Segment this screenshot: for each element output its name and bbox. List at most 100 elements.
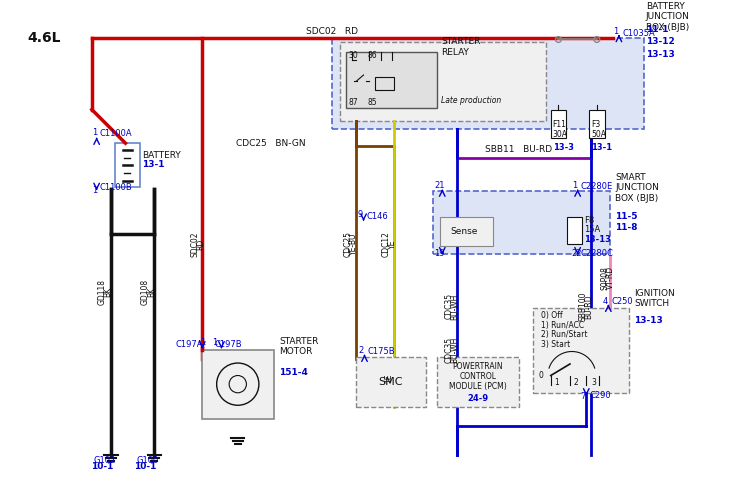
Text: G102: G102 — [94, 456, 116, 465]
Bar — [533, 308, 630, 393]
Text: 10-1: 10-1 — [91, 462, 113, 470]
Text: 10-1: 10-1 — [134, 462, 157, 470]
Text: 1: 1 — [555, 378, 559, 387]
Text: STARTER
MOTOR: STARTER MOTOR — [279, 337, 319, 356]
Bar — [332, 38, 644, 129]
Text: 0) Off: 0) Off — [541, 311, 562, 320]
Text: C250: C250 — [611, 298, 633, 306]
Text: 13-3: 13-3 — [553, 143, 574, 152]
Bar — [433, 191, 610, 254]
Text: 2: 2 — [358, 347, 364, 355]
Text: G100: G100 — [137, 456, 159, 465]
Text: GD108: GD108 — [141, 279, 150, 305]
Text: CDC25   BN-GN: CDC25 BN-GN — [236, 139, 306, 148]
Text: Sense: Sense — [450, 227, 477, 236]
Text: CDC25: CDC25 — [343, 231, 352, 257]
Text: 2: 2 — [574, 378, 578, 387]
Bar — [203, 349, 274, 419]
Text: 30: 30 — [348, 51, 358, 60]
Bar — [567, 217, 582, 244]
Text: SBB11   BU-RD: SBB11 BU-RD — [486, 145, 553, 154]
Text: 3: 3 — [591, 378, 596, 387]
Text: GD118: GD118 — [98, 279, 107, 305]
Text: CDC35: CDC35 — [444, 336, 453, 363]
Text: CDC35: CDC35 — [444, 293, 453, 319]
Text: Late production: Late production — [441, 96, 501, 105]
Text: 13-13: 13-13 — [584, 235, 611, 244]
Text: VT-RD: VT-RD — [605, 266, 614, 289]
Text: C1035A: C1035A — [623, 29, 656, 38]
Text: C1100B: C1100B — [99, 183, 133, 192]
Text: BATTERY: BATTERY — [142, 151, 181, 160]
Text: 0: 0 — [538, 371, 543, 380]
Text: 3) Start: 3) Start — [541, 340, 571, 348]
Text: F3
50A: F3 50A — [591, 120, 606, 139]
Text: 7: 7 — [581, 392, 586, 401]
Text: 1) Run/ACC: 1) Run/ACC — [541, 320, 584, 330]
Text: 1: 1 — [613, 27, 618, 36]
Text: 1: 1 — [92, 128, 97, 137]
Text: SMC: SMC — [378, 377, 403, 387]
Text: BU-WH: BU-WH — [450, 336, 459, 363]
Text: SDC02   RD: SDC02 RD — [306, 27, 358, 36]
Text: 1: 1 — [572, 182, 577, 190]
Text: 4.6L: 4.6L — [28, 31, 61, 45]
Text: YE-BU: YE-BU — [349, 233, 358, 255]
Text: 11-1
13-12
13-13: 11-1 13-12 13-13 — [646, 25, 675, 59]
Bar — [441, 217, 493, 246]
Text: 1: 1 — [92, 186, 97, 195]
Text: 21: 21 — [434, 182, 445, 190]
Text: 4: 4 — [602, 297, 608, 305]
Text: C1100A: C1100A — [99, 129, 132, 138]
Text: 1: 1 — [200, 338, 206, 347]
Text: 2) Run/Start: 2) Run/Start — [541, 330, 587, 339]
Bar — [550, 109, 566, 138]
Text: RD: RD — [196, 238, 205, 250]
Text: 85: 85 — [367, 98, 377, 107]
Text: 15A: 15A — [584, 225, 601, 233]
Text: C2280C: C2280C — [581, 248, 614, 257]
Text: F11
30A: F11 30A — [553, 120, 568, 139]
Text: C146: C146 — [367, 212, 388, 221]
Text: BK: BK — [147, 287, 156, 297]
Text: SBB100: SBB100 — [579, 292, 588, 321]
Text: BATTERY
JUNCTION
BOX (BJB): BATTERY JUNCTION BOX (BJB) — [646, 2, 690, 32]
Text: 13-1: 13-1 — [142, 160, 164, 169]
Text: YE: YE — [388, 239, 397, 249]
Text: 19: 19 — [434, 249, 445, 258]
Text: F8: F8 — [584, 216, 595, 225]
Text: C290: C290 — [589, 391, 611, 400]
Text: 11-5
11-8: 11-5 11-8 — [615, 212, 638, 231]
Text: 1E: 1E — [384, 374, 393, 383]
Bar — [589, 109, 605, 138]
Text: 24-9: 24-9 — [467, 394, 489, 404]
Text: 22: 22 — [572, 249, 582, 258]
Text: C197A: C197A — [175, 340, 203, 348]
Text: S0P08: S0P08 — [600, 266, 609, 289]
Text: SMART
JUNCTION
BOX (BJB): SMART JUNCTION BOX (BJB) — [615, 173, 659, 203]
Text: 13-1: 13-1 — [591, 143, 612, 152]
Text: BU-RD: BU-RD — [584, 294, 593, 318]
Bar — [375, 77, 395, 91]
Bar — [115, 143, 140, 187]
Text: STARTER
RELAY: STARTER RELAY — [441, 37, 480, 57]
Text: C175B: C175B — [367, 348, 395, 356]
Text: 1: 1 — [212, 338, 217, 347]
Text: C2280E: C2280E — [581, 182, 613, 191]
Text: 13-13: 13-13 — [634, 316, 663, 325]
Text: 87: 87 — [348, 98, 358, 107]
Text: BK: BK — [104, 287, 113, 297]
Bar — [346, 52, 437, 107]
Text: 151-4: 151-4 — [279, 367, 308, 377]
Text: CDC12: CDC12 — [382, 231, 391, 257]
Text: C197B: C197B — [215, 340, 242, 348]
Text: POWERTRAIN
CONTROL
MODULE (PCM): POWERTRAIN CONTROL MODULE (PCM) — [449, 362, 507, 392]
Bar — [437, 357, 519, 407]
Text: 9: 9 — [358, 210, 363, 219]
Bar — [340, 43, 546, 121]
Text: IGNITION
SWITCH: IGNITION SWITCH — [634, 289, 675, 308]
Text: 86: 86 — [367, 51, 377, 60]
Text: BU-WH: BU-WH — [450, 293, 459, 319]
Bar — [356, 357, 426, 407]
Text: SDC02: SDC02 — [190, 231, 199, 257]
